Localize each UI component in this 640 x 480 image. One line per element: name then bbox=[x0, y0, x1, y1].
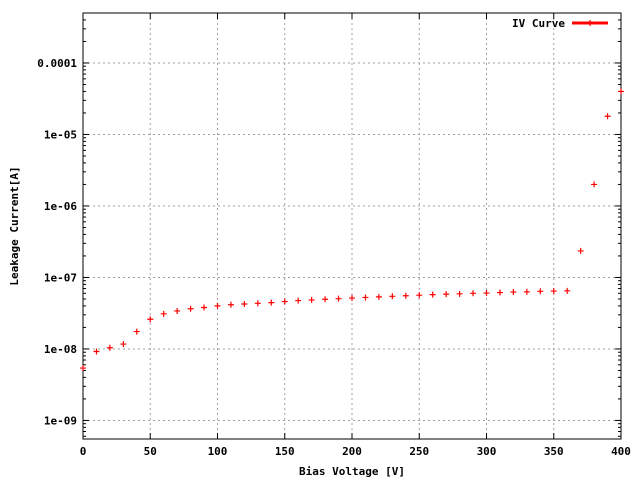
data-point bbox=[604, 113, 611, 120]
data-point bbox=[550, 288, 557, 295]
data-point bbox=[120, 341, 127, 348]
y-tick-label: 0.0001 bbox=[37, 57, 77, 70]
y-tick-label: 1e-06 bbox=[44, 200, 77, 213]
x-tick-label: 200 bbox=[342, 445, 362, 458]
data-point bbox=[133, 328, 140, 335]
data-point bbox=[456, 290, 463, 297]
data-point bbox=[80, 365, 86, 372]
axis-ticks bbox=[82, 13, 622, 439]
plot-frame bbox=[82, 12, 622, 440]
data-point bbox=[416, 292, 423, 299]
data-point bbox=[335, 295, 342, 302]
data-point bbox=[483, 290, 490, 297]
y-tick-label: 1e-05 bbox=[44, 128, 77, 141]
data-point bbox=[618, 88, 624, 95]
data-point bbox=[443, 291, 450, 298]
data-point bbox=[227, 301, 234, 308]
data-point bbox=[349, 295, 355, 302]
data-point bbox=[322, 296, 329, 303]
y-tick-label: 1e-08 bbox=[44, 343, 77, 356]
data-point bbox=[187, 305, 194, 312]
data-point bbox=[470, 290, 477, 297]
data-point bbox=[577, 247, 584, 254]
data-points bbox=[80, 88, 624, 372]
data-point bbox=[281, 298, 288, 305]
x-tick-label: 50 bbox=[144, 445, 157, 458]
data-point bbox=[174, 307, 181, 314]
legend: IV Curve bbox=[512, 17, 608, 30]
x-tick-label: 150 bbox=[275, 445, 295, 458]
data-point bbox=[389, 293, 396, 300]
data-point bbox=[295, 297, 302, 304]
data-point bbox=[591, 181, 598, 188]
data-point bbox=[93, 348, 100, 355]
data-point bbox=[375, 293, 382, 300]
x-tick-label: 350 bbox=[544, 445, 564, 458]
data-point bbox=[241, 301, 248, 308]
data-point bbox=[254, 300, 261, 307]
data-point bbox=[510, 289, 517, 296]
data-point bbox=[308, 296, 315, 303]
data-point bbox=[496, 289, 503, 296]
data-point bbox=[214, 302, 221, 309]
x-tick-label: 300 bbox=[477, 445, 497, 458]
y-tick-label: 1e-07 bbox=[44, 271, 77, 284]
legend-label: IV Curve bbox=[512, 17, 565, 30]
grid-lines bbox=[83, 13, 621, 439]
data-point bbox=[160, 310, 167, 317]
data-point bbox=[106, 344, 113, 351]
x-tick-label: 400 bbox=[611, 445, 631, 458]
x-tick-label: 250 bbox=[409, 445, 429, 458]
data-point bbox=[402, 292, 409, 299]
data-point bbox=[268, 299, 275, 306]
data-point bbox=[201, 304, 208, 311]
x-tick-label: 0 bbox=[80, 445, 87, 458]
data-point bbox=[564, 287, 571, 294]
x-tick-label: 100 bbox=[208, 445, 228, 458]
legend-marker-sample bbox=[587, 20, 593, 26]
y-tick-label: 1e-09 bbox=[44, 414, 77, 427]
y-tick-labels: 1e-09 1e-08 1e-07 1e-06 1e-05 0.0001 bbox=[37, 57, 77, 427]
data-point bbox=[147, 316, 154, 323]
data-point bbox=[362, 294, 369, 301]
x-tick-labels: 0 50 100 150 200 250 300 350 400 bbox=[80, 445, 631, 458]
x-axis-label: Bias Voltage [V] bbox=[299, 465, 405, 478]
data-point bbox=[537, 288, 544, 295]
data-point bbox=[523, 288, 530, 295]
y-axis-label: Leakage Current[A] bbox=[8, 166, 21, 285]
data-point bbox=[429, 291, 436, 298]
